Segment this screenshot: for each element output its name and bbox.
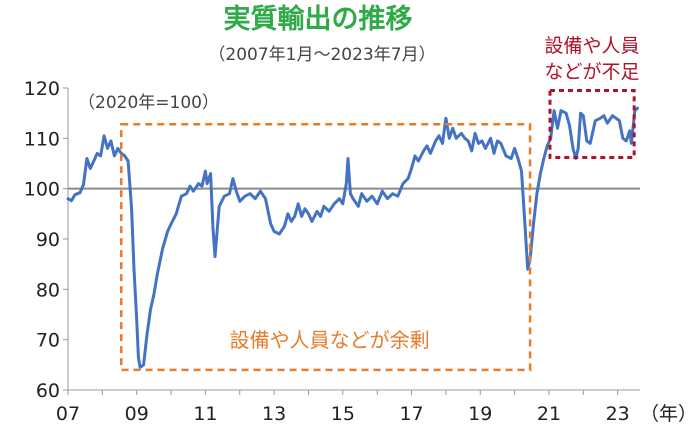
y-tick-label: 70 bbox=[36, 330, 60, 352]
x-tick-label: 13 bbox=[262, 403, 286, 425]
x-tick-label: 23 bbox=[606, 403, 630, 425]
y-tick-label: 100 bbox=[24, 179, 60, 201]
x-tick-label: 19 bbox=[468, 403, 492, 425]
shortage-period-box bbox=[548, 89, 636, 159]
y-tick-label: 110 bbox=[24, 128, 60, 150]
x-tick-label: 21 bbox=[537, 403, 561, 425]
surplus-annotation-label: 設備や人員などが余剰 bbox=[230, 328, 430, 352]
chart-subtitle: （2007年1月～2023年7月） bbox=[208, 45, 435, 65]
surplus-period-box bbox=[119, 122, 532, 372]
axes-group: 60 70 80 90 100 110 120 07 09 11 13 15 17 19 21 23 （年） bbox=[24, 78, 697, 425]
base-note: （2020年=100） bbox=[78, 93, 219, 113]
x-tick-label: 09 bbox=[125, 403, 149, 425]
x-tick-label: 15 bbox=[331, 403, 355, 425]
x-tick-label: 07 bbox=[56, 403, 80, 425]
chart-title: 実質輸出の推移 bbox=[224, 3, 413, 35]
x-tick-label: 11 bbox=[193, 403, 217, 425]
x-axis-label: （年） bbox=[640, 403, 697, 425]
y-tick-label: 90 bbox=[36, 229, 60, 251]
shortage-annotation-label-line: などが不足 bbox=[544, 61, 639, 83]
shortage-annotation-label-line: 設備や人員 bbox=[544, 35, 639, 57]
y-tick-label: 80 bbox=[36, 279, 60, 301]
y-tick-label: 60 bbox=[36, 380, 60, 402]
x-tick-label: 17 bbox=[399, 403, 423, 425]
y-tick-label: 120 bbox=[24, 78, 60, 100]
